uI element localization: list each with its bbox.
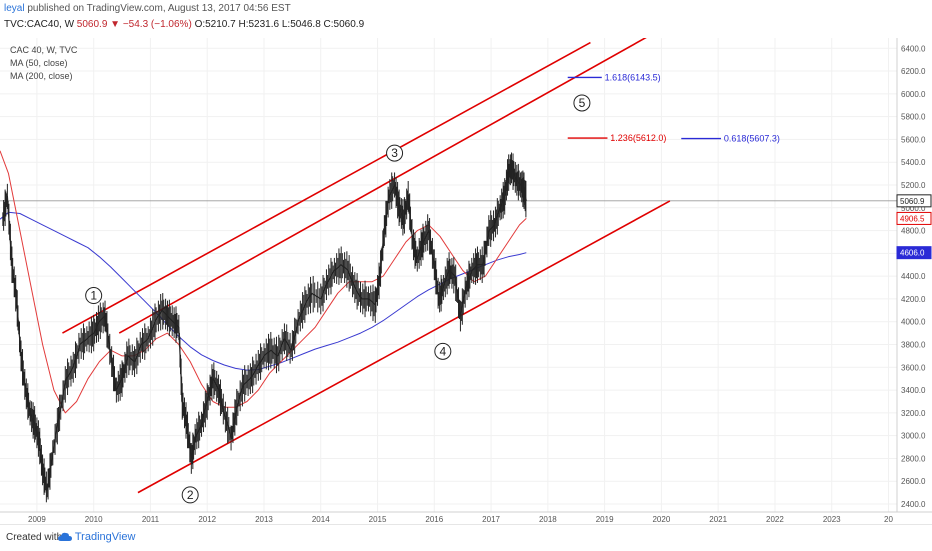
price-tick-label: 5600.0	[901, 135, 926, 144]
time-tick-label: 2013	[255, 515, 273, 524]
time-tick-label: 2014	[312, 515, 330, 524]
time-tick-label: 2023	[823, 515, 841, 524]
price-tick-label: 6400.0	[901, 44, 926, 53]
fib-level-label-3: 0.618(5607.3)	[724, 134, 780, 144]
channel-line-3	[137, 200, 671, 494]
legend-series[interactable]: CAC 40, W, TVC	[10, 45, 78, 55]
time-tick-label: 2016	[425, 515, 443, 524]
time-tick-label: 20	[884, 515, 893, 524]
wave-label-2: 2	[187, 488, 194, 502]
time-tick-label: 2015	[369, 515, 387, 524]
cloud-icon	[58, 532, 72, 542]
price-tag-box	[896, 211, 932, 225]
price-tick-label: 5000.0	[901, 204, 926, 213]
tradingview-brand: TradingView	[74, 531, 136, 543]
price-tick-label: 5200.0	[901, 181, 926, 190]
price-tick-label: 6000.0	[901, 90, 926, 99]
price-tick-label: 6200.0	[901, 67, 926, 76]
price-line	[2, 152, 527, 503]
price-tag-label: 4906.5	[900, 214, 925, 223]
time-tick-label: 2018	[539, 515, 557, 524]
tradingview-logo[interactable]: TradingView	[58, 531, 135, 543]
time-tick-label: 2022	[766, 515, 784, 524]
price-tick-label: 4800.0	[901, 227, 926, 236]
fib-extension-levels[interactable]: 1.618(6143.5) 1.236(5612.0) 0.618(5607.3)	[567, 72, 780, 144]
price-tag-2: 4906.5	[896, 211, 932, 225]
wave-labels[interactable]: 1 2 3 4 5	[85, 94, 591, 504]
ma50-line	[0, 150, 527, 414]
price-tick-label: 2800.0	[901, 454, 926, 463]
price-chart[interactable]: 1.618(6143.5)1.236(5612.0) 0.618(5607.3) …	[0, 38, 932, 524]
wave-label-1: 1	[90, 289, 97, 303]
symbol-quote-line: TVC:CAC40, W 5060.9 ▼ −54.3 (−1.06%) O:5…	[4, 19, 364, 30]
price-tick-label: 4400.0	[901, 272, 926, 281]
ma50-polyline	[0, 150, 527, 414]
price-tick-label: 2600.0	[901, 477, 926, 486]
channel-line-2	[118, 38, 647, 334]
price-tick-label: 3800.0	[901, 341, 926, 350]
fib-level-label-1: 1.618(6143.5)	[605, 72, 661, 82]
legend-ma200[interactable]: MA (200, close)	[10, 71, 73, 81]
price-tick-label: 3200.0	[901, 409, 926, 418]
price-tag-3: 4606.0	[896, 246, 932, 260]
published-text: published on TradingView.com, August 13,…	[27, 3, 291, 14]
price-tag-box	[896, 246, 932, 260]
legend-ma50[interactable]: MA (50, close)	[10, 58, 68, 68]
wave-circle-4	[434, 342, 452, 360]
channel-line-1	[62, 41, 591, 334]
price-change: 5060.9 ▼ −54.3 (−1.06%)	[76, 19, 192, 30]
time-tick-label: 2009	[28, 515, 46, 524]
time-tick-label: 2020	[652, 515, 670, 524]
time-tick-label: 2011	[142, 515, 160, 524]
wave-label-4: 4	[439, 344, 446, 358]
price-tags: 5060.9 4906.5 4606.0	[896, 194, 932, 260]
author-link[interactable]: leyal	[4, 3, 25, 14]
channel-lines[interactable]	[62, 38, 671, 494]
price-tick-label: 3600.0	[901, 363, 926, 372]
footer: Created with TradingView	[0, 524, 932, 551]
chart-legend: CAC 40, W, TVC MA (50, close) MA (200, c…	[10, 44, 77, 83]
price-tag-label: 5060.9	[900, 197, 925, 206]
time-tick-label: 2021	[709, 515, 727, 524]
price-tag-1: 5060.9	[896, 194, 932, 208]
price-tick-label: 5400.0	[901, 158, 926, 167]
price-tag-box	[896, 194, 932, 208]
time-tick-label: 2017	[482, 515, 500, 524]
time-tick-label: 2012	[198, 515, 216, 524]
time-tick-label: 2010	[85, 515, 103, 524]
symbol-label: TVC:CAC40, W	[4, 19, 75, 30]
wave-circle-1	[85, 287, 103, 305]
wave-label-3: 3	[391, 146, 398, 160]
wave-label-5: 5	[579, 96, 586, 110]
price-tick-label: 2400.0	[901, 500, 926, 509]
time-tick-label: 2019	[596, 515, 614, 524]
chart-header: leyal published on TradingView.com, Augu…	[0, 0, 932, 40]
published-line: leyal published on TradingView.com, Augu…	[4, 3, 291, 14]
price-tick-label: 3000.0	[901, 432, 926, 441]
price-tick-label: 4200.0	[901, 295, 926, 304]
fib-level-label-2: 1.236(5612.0)	[610, 133, 666, 143]
price-tick-label: 3400.0	[901, 386, 926, 395]
price-tick-label: 4000.0	[901, 318, 926, 327]
price-tag-label: 4606.0	[900, 249, 925, 258]
created-with-text: Created with	[6, 532, 63, 543]
wave-circle-3	[386, 144, 404, 162]
wave-circle-5	[573, 94, 591, 112]
time-axis[interactable]: 2009 2010 2011 2012 2013 2014 2015 2016 2017 2018…	[0, 511, 932, 524]
ohlc-values: O:5210.7 H:5231.6 L:5046.8 C:5060.9	[194, 19, 365, 30]
wave-circle-2	[181, 486, 199, 504]
price-tick-label: 5800.0	[901, 113, 926, 122]
